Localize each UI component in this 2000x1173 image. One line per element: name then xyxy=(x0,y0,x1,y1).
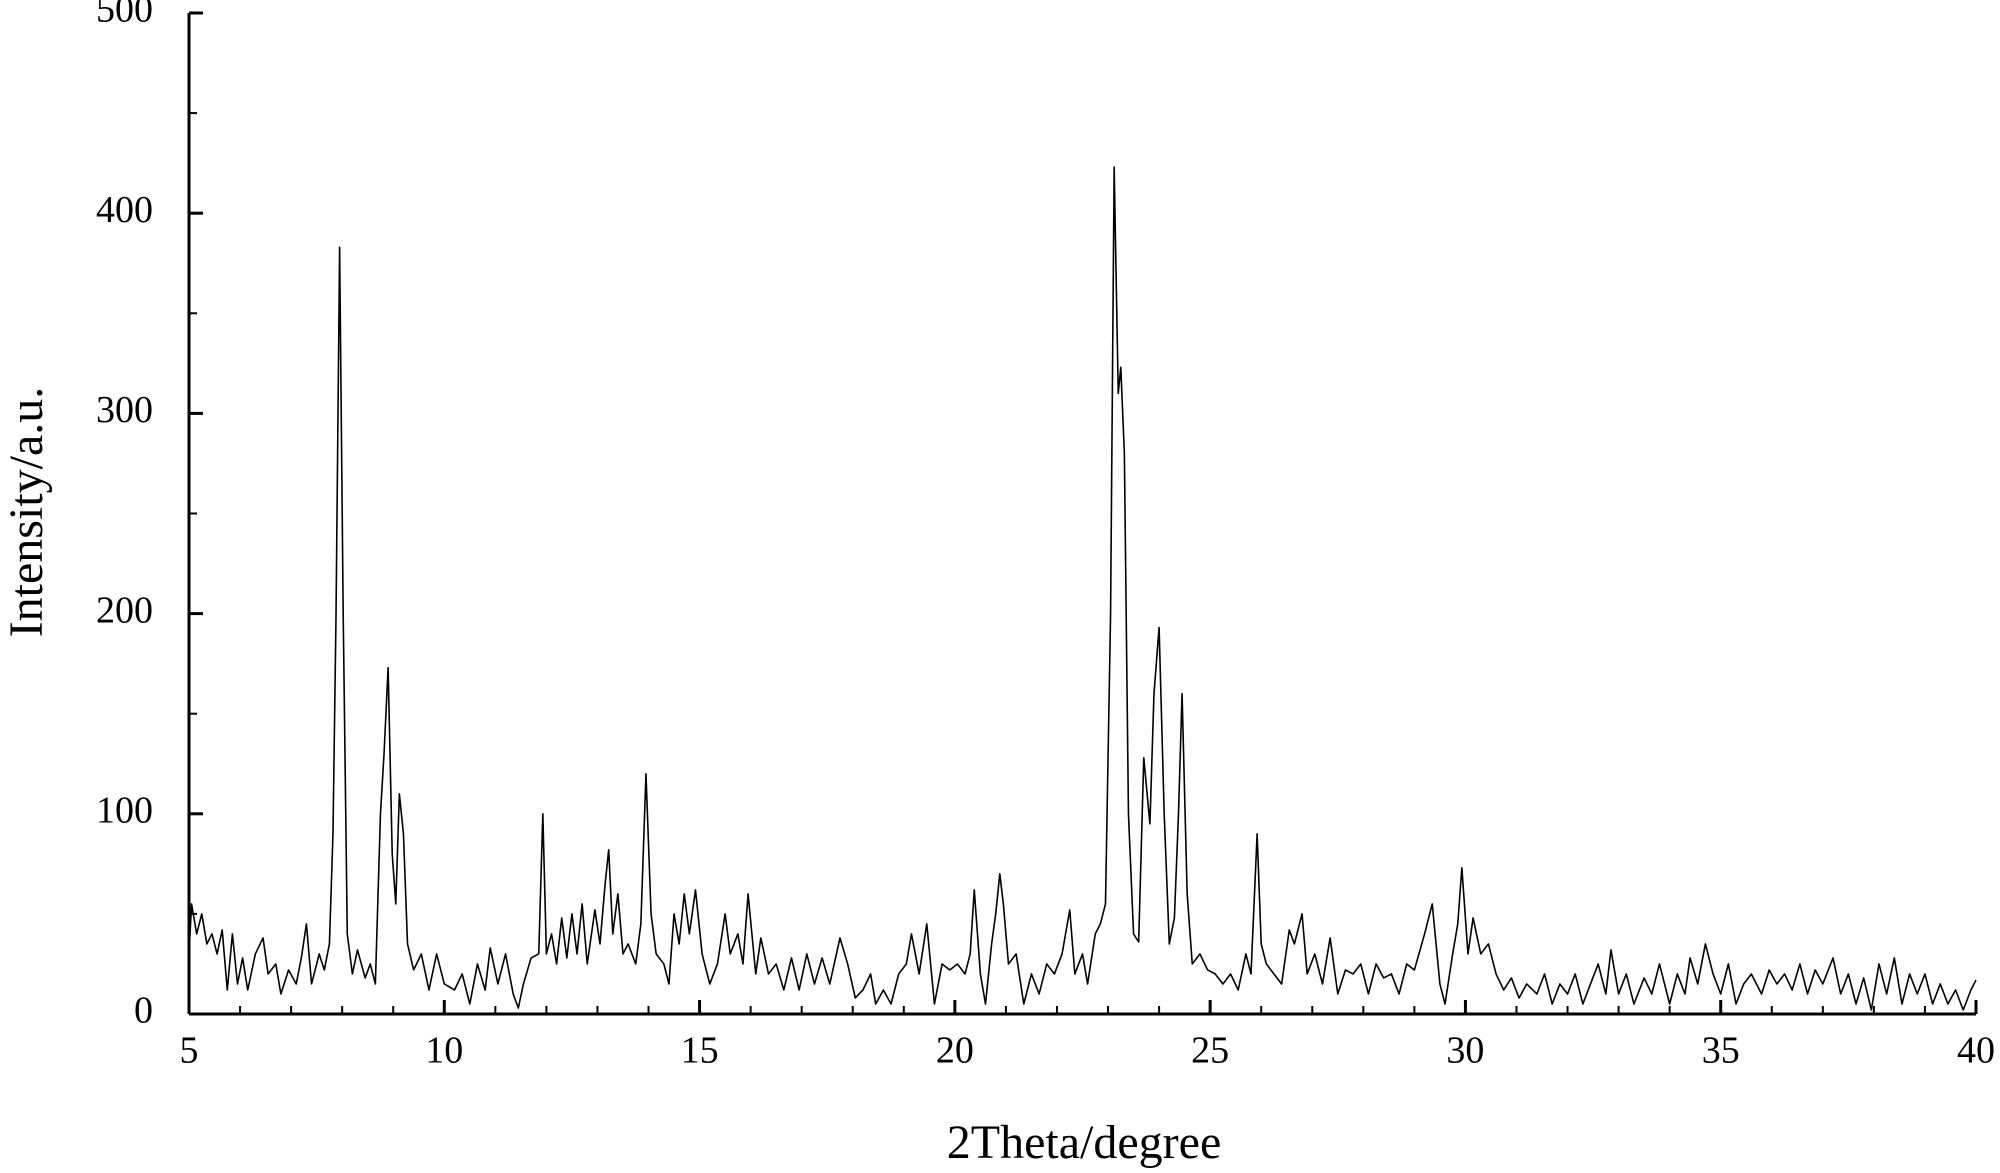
x-axis-title: 2Theta/degree xyxy=(947,1116,1222,1169)
y-tick-label: 300 xyxy=(96,389,153,431)
x-tick-label: 15 xyxy=(681,1030,719,1072)
y-tick-label: 100 xyxy=(96,790,153,832)
x-tick-label: 10 xyxy=(425,1030,463,1072)
x-tick-label: 25 xyxy=(1191,1030,1229,1072)
y-tick-label: 0 xyxy=(134,990,153,1032)
y-axis-title: Intensity/a.u. xyxy=(0,387,53,638)
x-tick-label: 5 xyxy=(180,1030,199,1072)
y-tick-label: 500 xyxy=(96,0,153,31)
x-tick-label: 40 xyxy=(1957,1030,1995,1072)
y-tick-label: 200 xyxy=(96,589,153,631)
xrd-line xyxy=(188,166,1977,1011)
x-tick-label: 20 xyxy=(936,1030,974,1072)
x-tick-label: 35 xyxy=(1702,1030,1740,1072)
y-tick-label: 400 xyxy=(96,189,153,231)
x-tick-label: 30 xyxy=(1446,1030,1484,1072)
